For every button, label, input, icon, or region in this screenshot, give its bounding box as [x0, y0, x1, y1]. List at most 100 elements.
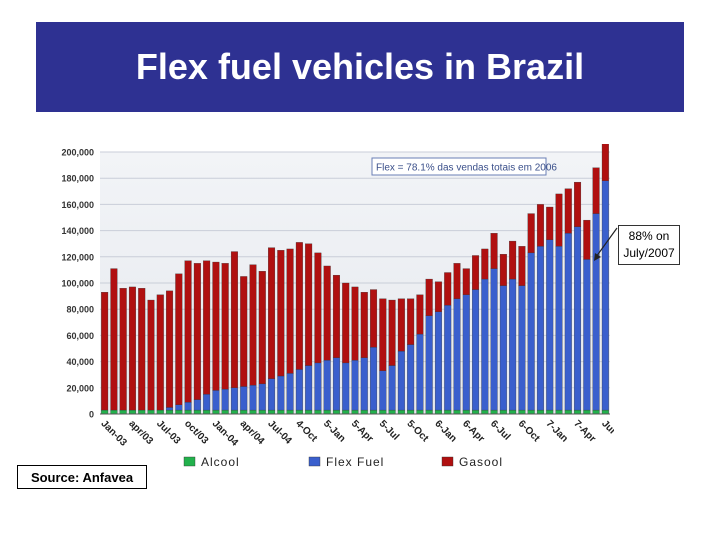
- bar-gasool: [295, 242, 303, 370]
- source-label: Source: Anfavea: [17, 465, 147, 489]
- bar-gasool: [379, 298, 387, 371]
- bar-alcool: [490, 409, 498, 415]
- bar-gasool: [536, 204, 544, 247]
- bar-gasool: [230, 251, 238, 388]
- bar-alcool: [249, 409, 257, 415]
- bar-gasool: [110, 268, 118, 411]
- bar-gasool: [592, 167, 600, 214]
- bar-gasool: [453, 263, 461, 299]
- bar-gasool: [472, 255, 480, 290]
- bar-flex-fuel: [536, 246, 544, 411]
- bar-flex-fuel: [370, 347, 378, 411]
- bar-gasool: [240, 276, 248, 387]
- bar-gasool: [147, 299, 155, 411]
- bar-gasool: [397, 298, 405, 352]
- bar-gasool: [416, 294, 424, 335]
- bar-alcool: [258, 409, 266, 415]
- callout-arrow-icon: [594, 227, 618, 261]
- bar-alcool: [268, 409, 276, 415]
- bars: [100, 141, 610, 415]
- y-tick-label: 140,000: [61, 226, 94, 236]
- bar-alcool: [147, 409, 155, 415]
- bar-alcool: [536, 409, 544, 415]
- bar-flex-fuel: [518, 285, 526, 411]
- bar-flex-fuel: [166, 407, 174, 411]
- bar-flex-fuel: [203, 394, 211, 411]
- y-tick-label: 40,000: [66, 357, 94, 367]
- bar-alcool: [175, 409, 183, 415]
- bar-alcool: [499, 409, 507, 415]
- bar-alcool: [425, 409, 433, 415]
- bar-flex-fuel: [425, 315, 433, 411]
- bar-alcool: [601, 409, 609, 415]
- bar-alcool: [212, 409, 220, 415]
- bar-alcool: [555, 409, 563, 415]
- bar-gasool: [119, 288, 127, 411]
- bar-alcool: [156, 409, 164, 415]
- y-tick-label: 100,000: [61, 279, 94, 289]
- bar-gasool: [249, 264, 257, 386]
- page-title: Flex fuel vehicles in Brazil: [135, 46, 585, 87]
- bar-alcool: [509, 409, 517, 415]
- y-tick-label: 80,000: [66, 305, 94, 315]
- bar-flex-fuel: [221, 388, 229, 411]
- bar-flex-fuel: [305, 365, 313, 411]
- bar-gasool: [518, 246, 526, 286]
- bar-flex-fuel: [332, 357, 340, 411]
- bar-flex-fuel: [268, 378, 276, 411]
- bar-alcool: [574, 409, 582, 415]
- bar-alcool: [119, 409, 127, 415]
- legend-label: Gasool: [459, 455, 503, 469]
- bar-alcool: [138, 409, 146, 415]
- bar-gasool: [156, 294, 164, 411]
- bar-gasool: [499, 254, 507, 286]
- bar-gasool: [203, 260, 211, 395]
- bar-flex-fuel: [175, 404, 183, 411]
- bar-gasool: [268, 247, 276, 379]
- bar-gasool: [388, 299, 396, 366]
- bar-gasool: [175, 273, 183, 405]
- bar-gasool: [193, 263, 201, 400]
- legend-swatch: [308, 456, 321, 467]
- bar-alcool: [128, 409, 136, 415]
- bar-alcool: [360, 409, 368, 415]
- bar-flex-fuel: [360, 357, 368, 411]
- bar-flex-fuel: [564, 233, 572, 411]
- bar-gasool: [166, 290, 174, 408]
- bar-alcool: [101, 409, 109, 415]
- annotation-box: [371, 157, 547, 176]
- bar-flex-fuel: [444, 305, 452, 411]
- legend-swatch: [183, 456, 196, 467]
- bar-flex-fuel: [499, 285, 507, 411]
- bar-gasool: [601, 141, 609, 181]
- bar-flex-fuel: [527, 252, 535, 411]
- legend-label: Alcool: [201, 455, 240, 469]
- bar-flex-fuel: [397, 350, 405, 411]
- bar-gasool: [332, 274, 340, 358]
- bar-alcool: [203, 409, 211, 415]
- bar-flex-fuel: [546, 239, 554, 411]
- bar-alcool: [305, 409, 313, 415]
- bar-gasool: [407, 298, 415, 345]
- bar-flex-fuel: [490, 268, 498, 411]
- bar-gasool: [370, 289, 378, 348]
- y-tick-label: 160,000: [61, 200, 94, 210]
- bar-gasool: [351, 286, 359, 361]
- bar-gasool: [527, 213, 535, 254]
- bar-flex-fuel: [434, 311, 442, 411]
- bar-gasool: [342, 282, 350, 364]
- title-bar: Flex fuel vehicles in Brazil: [36, 22, 684, 112]
- bar-gasool: [212, 261, 220, 391]
- bar-gasool: [138, 288, 146, 411]
- bar-alcool: [434, 409, 442, 415]
- bar-alcool: [295, 409, 303, 415]
- bar-gasool: [221, 263, 229, 390]
- bar-alcool: [184, 409, 192, 415]
- bar-flex-fuel: [286, 373, 294, 411]
- bar-alcool: [592, 409, 600, 415]
- callout-line-2: July/2007: [623, 246, 675, 260]
- bar-gasool: [286, 248, 294, 374]
- bar-flex-fuel: [379, 370, 387, 411]
- y-tick-label: 20,000: [66, 383, 94, 393]
- bar-alcool: [240, 409, 248, 415]
